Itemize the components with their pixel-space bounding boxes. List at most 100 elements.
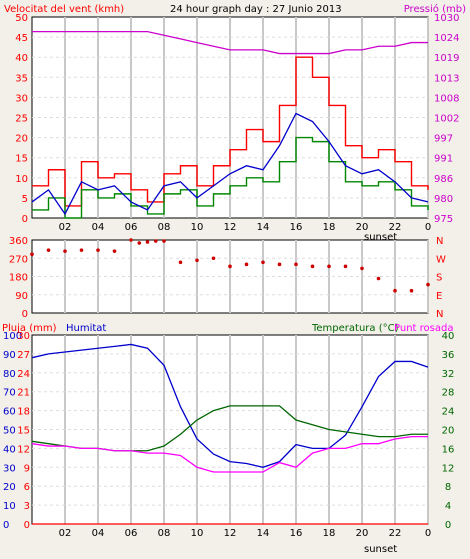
pressure-y-tick: 1019 (434, 53, 459, 64)
rain-y-tick: 27 (17, 350, 30, 361)
x-tick-label: 18 (323, 528, 336, 539)
wind-y-tick: 45 (15, 33, 28, 44)
wind-y-tick: 5 (22, 194, 28, 205)
humidity-y-tick: 50 (3, 426, 16, 437)
rain-y-tick: 6 (24, 482, 30, 493)
direction-y-tick: 180 (9, 273, 28, 284)
pressure-line (32, 30, 428, 55)
temperature-y-tick: 0 (445, 520, 451, 531)
humidity-y-tick: 0 (3, 520, 9, 531)
wind-y-tick: 15 (15, 154, 28, 165)
direction-point (360, 266, 364, 271)
direction-y-tick: 270 (9, 254, 28, 265)
rain-y-tick: 24 (17, 369, 30, 380)
direction-point (46, 248, 51, 252)
direction-point (112, 249, 117, 253)
humidity-y-tick: 10 (3, 501, 16, 512)
direction-point (327, 264, 331, 269)
humidity-line (31, 343, 429, 468)
direction-point (153, 239, 158, 243)
wind-y-tick: 30 (15, 93, 28, 104)
direction-point (129, 238, 133, 242)
humidity-y-tick: 90 (3, 350, 16, 361)
wind-y-tick: 25 (15, 114, 28, 125)
dewpoint-line (31, 435, 428, 473)
x-tick-label: 04 (92, 222, 105, 233)
x-tick-label: 02 (59, 222, 72, 233)
direction-point (294, 262, 298, 267)
temperature-y-tick: 20 (442, 426, 455, 437)
pressure-y-tick: 1008 (434, 93, 459, 104)
direction-point (63, 249, 67, 253)
temperature-y-tick: 28 (442, 388, 455, 399)
x-tick-label: 14 (257, 222, 270, 233)
direction-point (228, 264, 232, 269)
x-tick-label: 0 (425, 528, 431, 539)
direction-point (178, 260, 183, 265)
rain-y-tick: 15 (17, 426, 30, 437)
direction-point (211, 256, 216, 261)
compass-label: S (436, 273, 442, 284)
temperature-y-tick: 32 (442, 369, 455, 380)
humidity-y-tick: 70 (3, 388, 16, 399)
pressure-y-tick: 1024 (434, 33, 459, 44)
x-tick-label: 08 (158, 528, 171, 539)
wind-y-tick: 0 (22, 214, 28, 225)
pressure-y-tick: 1013 (434, 73, 459, 84)
x-tick-label: 20 (356, 528, 369, 539)
pressure-y-tick: 1002 (434, 114, 459, 125)
x-tick-label: 04 (92, 528, 105, 539)
x-tick-label: 06 (125, 528, 138, 539)
rain-y-tick: 0 (24, 520, 30, 531)
compass-label: N (436, 236, 443, 247)
wind-avg-line (31, 112, 429, 216)
direction-point (376, 276, 381, 281)
rain-y-tick: 9 (24, 463, 30, 474)
direction-point (343, 264, 348, 269)
rain-y-tick: 18 (17, 407, 30, 418)
x-tick-label: 16 (290, 222, 303, 233)
direction-point (393, 288, 397, 293)
pressure-y-tick: 991 (434, 154, 453, 165)
direction-point (195, 258, 199, 263)
temperature-y-tick: 12 (442, 463, 455, 474)
direction-point (310, 264, 315, 269)
direction-y-tick: 90 (15, 291, 28, 302)
humidity-y-tick: 80 (3, 369, 16, 380)
temperature-y-tick: 16 (442, 444, 455, 455)
x-tick-label: 22 (389, 222, 402, 233)
direction-point (137, 241, 142, 245)
temperature-y-tick: 8 (445, 482, 451, 493)
rain-y-tick: 12 (17, 444, 30, 455)
compass-label: N (436, 309, 443, 320)
x-tick-label: 08 (158, 222, 171, 233)
chart-title: 24 hour graph day : 27 Junio 2013 (170, 4, 342, 15)
wind-min-line (32, 136, 429, 219)
compass-label: E (436, 291, 442, 302)
wind-gust-line (32, 56, 429, 207)
direction-point (244, 262, 249, 267)
temperature-y-tick: 36 (442, 350, 455, 361)
humidity-y-tick: 60 (3, 407, 16, 418)
pressure-y-tick: 1030 (434, 13, 459, 24)
x-tick-label: 10 (191, 222, 204, 233)
rain-y-tick: 30 (17, 331, 30, 342)
pressure-axis-title: Pressió (mb) (404, 3, 466, 15)
temperature-y-tick: 40 (442, 331, 455, 342)
direction-point (261, 260, 265, 265)
rain-y-tick: 21 (17, 388, 30, 399)
x-tick-label: 20 (356, 222, 369, 233)
direction-point (162, 239, 166, 243)
direction-y-tick: 360 (9, 236, 28, 247)
humidity-y-tick: 30 (3, 463, 16, 474)
humidity-y-tick: 40 (3, 444, 16, 455)
humidity-y-tick: 20 (3, 482, 16, 493)
dewpoint-axis-title: Punt rosada (394, 323, 453, 334)
rain-axis-title: Pluja (mm) (2, 323, 57, 334)
humidity-axis-title: Humitat (66, 323, 106, 334)
pressure-y-tick: 997 (434, 134, 453, 145)
x-tick-label: 22 (389, 528, 402, 539)
direction-point (79, 248, 84, 252)
x-tick-label: 12 (224, 222, 237, 233)
